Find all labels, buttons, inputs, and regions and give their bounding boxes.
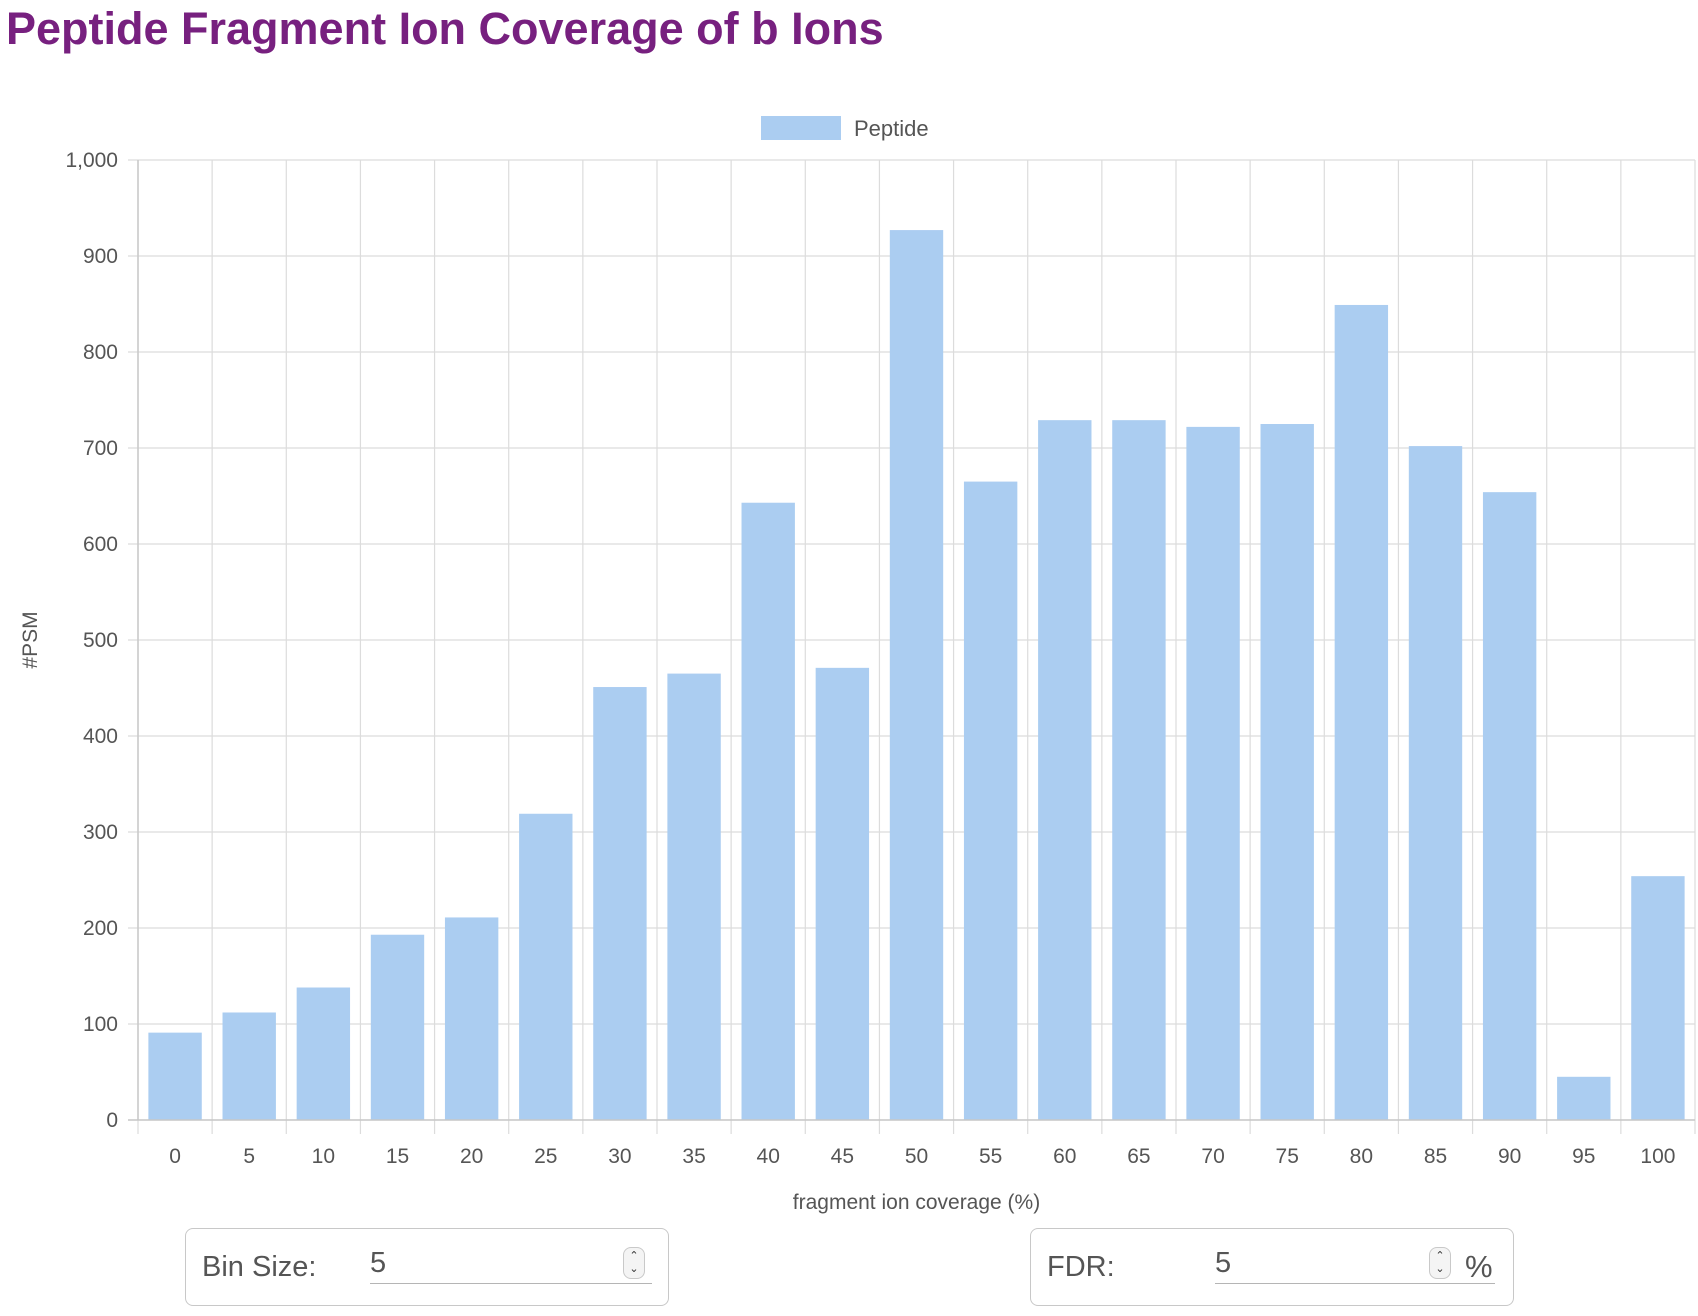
chevron-up-icon[interactable]: ⌃ [629, 1250, 639, 1262]
bar-45 [815, 667, 870, 1120]
x-tick-label: 95 [1572, 1145, 1595, 1168]
bar-0 [148, 1032, 202, 1120]
y-tick-label: 0 [106, 1109, 118, 1132]
x-tick-label: 100 [1640, 1145, 1675, 1168]
y-tick-label: 700 [83, 437, 118, 460]
legend-label: Peptide [854, 116, 929, 141]
chevron-down-icon[interactable]: ⌄ [1435, 1263, 1445, 1275]
fdr-input[interactable] [1215, 1243, 1495, 1284]
y-tick-label: 200 [83, 917, 118, 940]
bar-chart: 0 100 200 300 400 500 600 700 800 900 1,000 0 5 10 15 2… [19, 116, 1696, 1214]
bar-60 [1038, 420, 1092, 1120]
x-tick-label: 70 [1201, 1145, 1224, 1168]
y-tick-label: 600 [83, 533, 118, 556]
chevron-down-icon[interactable]: ⌄ [629, 1263, 639, 1275]
bar-100 [1631, 876, 1685, 1120]
bar-35 [667, 673, 721, 1120]
fdr-stepper[interactable]: ⌃ ⌄ [1429, 1247, 1451, 1279]
y-tick-label: 1,000 [65, 149, 118, 172]
y-tick-label: 400 [83, 725, 118, 748]
bar-40 [741, 502, 795, 1121]
fdr-unit-label: % [1465, 1249, 1493, 1284]
x-tick-label: 45 [831, 1145, 854, 1168]
x-axis-title: fragment ion coverage (%) [793, 1191, 1040, 1214]
x-tick-label: 30 [608, 1145, 631, 1168]
y-tick-label: 900 [83, 245, 118, 268]
bar-15 [370, 934, 425, 1120]
bar-30 [593, 687, 647, 1120]
bar-10 [296, 987, 351, 1120]
bar-20 [444, 917, 499, 1120]
legend-swatch [761, 116, 841, 140]
x-tick-label: 20 [460, 1145, 483, 1168]
x-tick-label: 55 [979, 1145, 1002, 1168]
x-tick-label: 40 [757, 1145, 780, 1168]
bin-size-input[interactable] [370, 1243, 652, 1284]
bar-95 [1557, 1076, 1611, 1120]
bar-85 [1408, 446, 1463, 1121]
x-tick-label: 60 [1053, 1145, 1076, 1168]
x-tick-label: 50 [905, 1145, 928, 1168]
y-tick-label: 800 [83, 341, 118, 364]
bin-size-control: Bin Size: ⌃ ⌄ [185, 1228, 669, 1306]
x-tick-label: 65 [1127, 1145, 1150, 1168]
x-tick-label: 85 [1424, 1145, 1447, 1168]
x-tick-label: 80 [1350, 1145, 1373, 1168]
fdr-control: FDR: ⌃ ⌄ % [1030, 1228, 1514, 1306]
bin-size-stepper[interactable]: ⌃ ⌄ [623, 1247, 645, 1279]
y-tick-label: 300 [83, 821, 118, 844]
x-tick-label: 75 [1276, 1145, 1299, 1168]
bar-75 [1260, 424, 1314, 1120]
bar-90 [1482, 492, 1537, 1120]
bar-70 [1186, 426, 1240, 1120]
x-tick-label: 35 [682, 1145, 705, 1168]
bar-55 [963, 481, 1018, 1121]
bar-80 [1334, 304, 1389, 1121]
x-tick-label: 90 [1498, 1145, 1521, 1168]
bar-50 [889, 230, 944, 1120]
y-tick-label: 100 [83, 1013, 118, 1036]
bar-25 [519, 813, 573, 1120]
y-axis-title: #PSM [19, 611, 42, 668]
fdr-label: FDR: [1047, 1251, 1115, 1283]
y-tick-label: 500 [83, 629, 118, 652]
bin-size-label: Bin Size: [202, 1251, 317, 1283]
x-tick-label: 0 [169, 1145, 181, 1168]
x-tick-label: 25 [534, 1145, 557, 1168]
x-tick-label: 15 [386, 1145, 409, 1168]
x-tick-label: 10 [312, 1145, 335, 1168]
x-tick-label: 5 [243, 1145, 255, 1168]
bar-5 [222, 1012, 276, 1120]
bar-65 [1112, 420, 1166, 1120]
chevron-up-icon[interactable]: ⌃ [1435, 1250, 1445, 1262]
page-title: Peptide Fragment Ion Coverage of b Ions [6, 3, 884, 54]
